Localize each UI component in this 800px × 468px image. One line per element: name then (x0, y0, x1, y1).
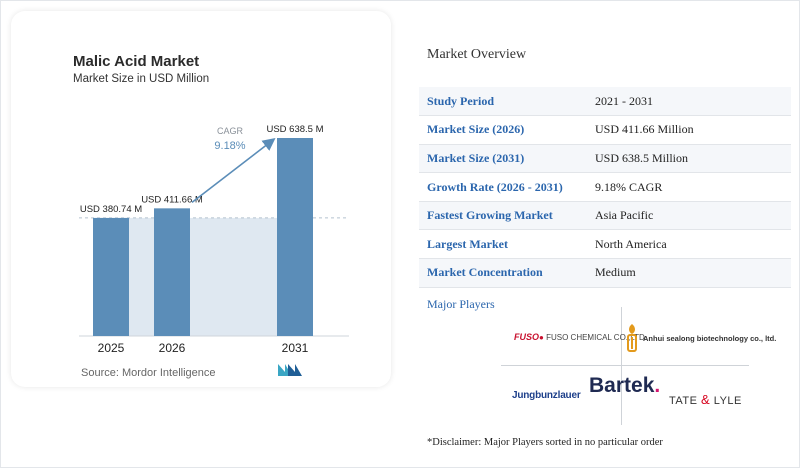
row-key: Market Size (2031) (427, 150, 525, 165)
disclaimer: *Disclaimer: Major Players sorted in no … (427, 437, 663, 448)
mordor-logo-icon (278, 364, 302, 376)
row-value: Asia Pacific (595, 208, 654, 223)
fuso-chemical-logo: FUSO● FUSO CHEMICAL CO.,LTD. (514, 332, 647, 342)
row-value: 2021 - 2031 (595, 93, 653, 108)
data-label-2025: USD 380.74 M (80, 204, 142, 215)
bartek-name: Bartek (589, 374, 655, 397)
bar-2025 (93, 217, 129, 336)
cagr-label: CAGR (217, 126, 244, 136)
data-label-2026: USD 411.66 M (141, 194, 203, 205)
chart-title: Malic Acid Market (73, 53, 200, 70)
row-key: Market Size (2026) (427, 122, 525, 137)
table-row: Fastest Growing Market Asia Pacific (419, 201, 791, 230)
major-players-title: Major Players (427, 297, 495, 311)
anhui-name: Anhui sealong biotechnology co., ltd. (643, 333, 777, 343)
x-tick-2026: 2026 (159, 341, 186, 355)
overview-title: Market Overview (427, 47, 527, 62)
row-key: Fastest Growing Market (427, 208, 553, 223)
fuso-mark: FUSO (514, 332, 540, 342)
bartek-dot: . (654, 374, 661, 397)
lyle-word: LYLE (713, 395, 742, 407)
row-key: Growth Rate (2026 - 2031) (427, 179, 563, 194)
fuso-apple-icon: ● (539, 333, 544, 342)
table-row: Market Concentration Medium (419, 258, 791, 288)
tate-and-lyle-logo: TATE & LYLE (669, 392, 742, 407)
row-value: USD 411.66 Million (595, 122, 694, 137)
source-note: Source: Mordor Intelligence (81, 367, 216, 379)
bar-2026 (154, 208, 190, 336)
table-row: Growth Rate (2026 - 2031) 9.18% CAGR (419, 173, 791, 202)
anhui-sealong-logo: Anhui sealong biotechnology co., ltd. (625, 323, 776, 353)
chart-subtitle: Market Size in USD Million (73, 73, 210, 85)
fuso-name: FUSO CHEMICAL CO.,LTD. (546, 333, 647, 342)
row-value: North America (595, 236, 667, 251)
anhui-emblem-icon (627, 324, 637, 352)
bartek-logo: Bartek. (589, 374, 660, 398)
players-divider-horizontal (501, 365, 749, 366)
cagr-value: 9.18% (214, 140, 245, 152)
bar-chart: USD 380.74 M 2025 USD 411.66 M 2026 USD 638.… (79, 124, 349, 355)
data-label-2031: USD 638.5 M (266, 124, 323, 135)
overview-table: Study Period 2021 - 2031 Market Size (202… (419, 87, 791, 288)
row-key: Market Concentration (427, 265, 543, 280)
bar-2031 (277, 138, 313, 336)
x-tick-2025: 2025 (98, 341, 125, 355)
table-row: Largest Market North America (419, 230, 791, 259)
jungbunzlauer-logo: Jungbunzlauer (512, 390, 581, 401)
row-key: Study Period (427, 93, 495, 108)
tate-ampersand: & (701, 392, 711, 407)
players-divider-vertical (621, 307, 622, 425)
table-row: Market Size (2026) USD 411.66 Million (419, 116, 791, 145)
row-key: Largest Market (427, 236, 508, 251)
table-row: Study Period 2021 - 2031 (419, 87, 791, 116)
x-tick-2031: 2031 (282, 341, 309, 355)
row-value: 9.18% CAGR (595, 179, 663, 194)
row-value: Medium (595, 265, 636, 280)
table-row: Market Size (2031) USD 638.5 Million (419, 144, 791, 173)
cagr-arrow (191, 138, 276, 203)
tate-word: TATE (669, 395, 698, 407)
row-value: USD 638.5 Million (595, 150, 689, 165)
